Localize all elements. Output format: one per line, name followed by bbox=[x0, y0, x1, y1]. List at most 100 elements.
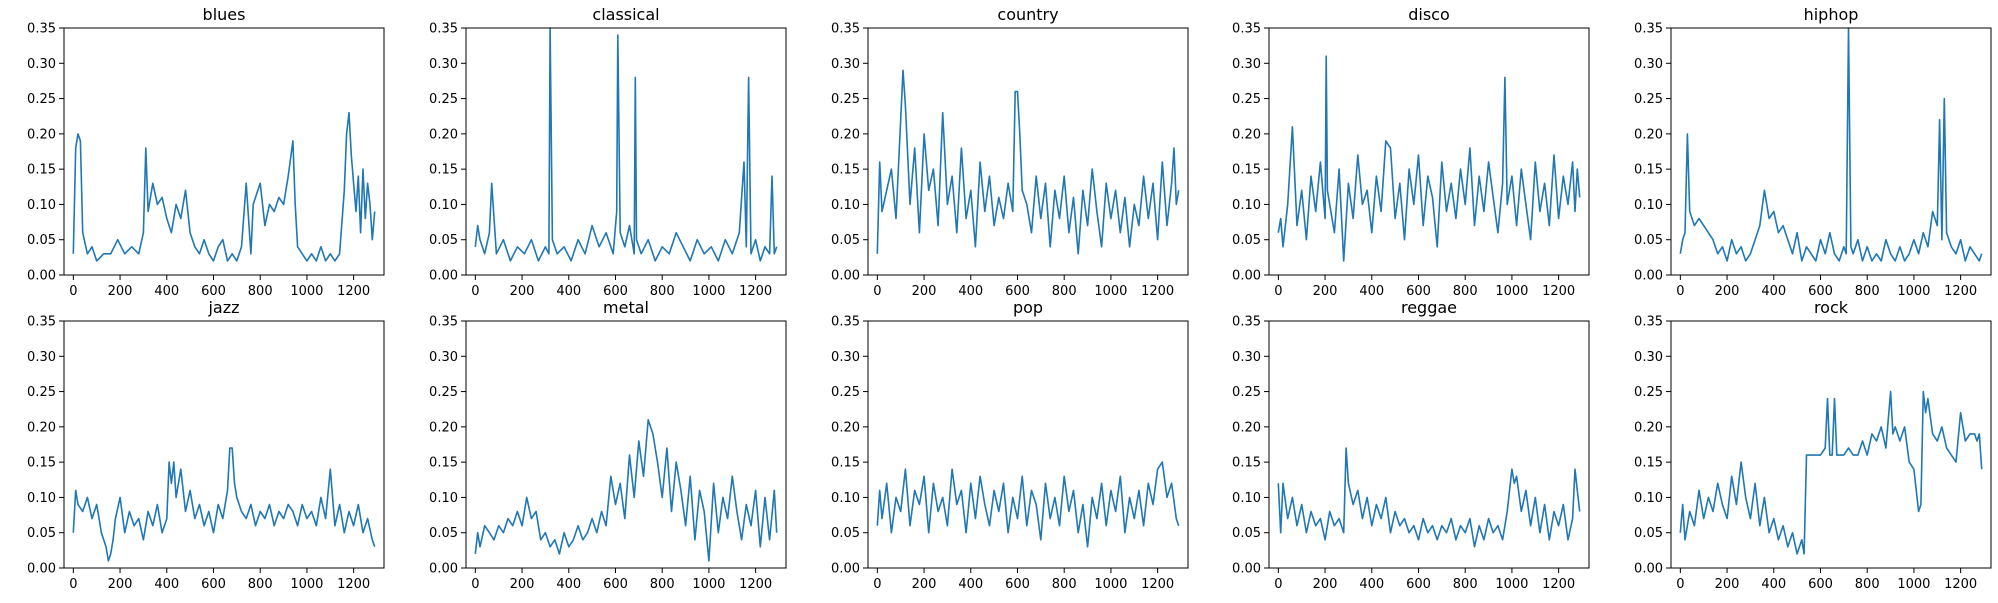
y-tick-label: 0.05 bbox=[1232, 526, 1261, 541]
y-tick-label: 0.15 bbox=[1232, 456, 1261, 471]
x-tick-label: 200 bbox=[1313, 284, 1338, 299]
y-tick-label: 0.10 bbox=[1634, 491, 1663, 506]
subplot-title: disco bbox=[1408, 5, 1450, 24]
y-tick-label: 0.30 bbox=[831, 57, 860, 72]
axes-frame bbox=[1268, 320, 1590, 569]
x-tick-label: 200 bbox=[510, 284, 535, 299]
x-tick-label: 1000 bbox=[1094, 577, 1127, 592]
x-tick-label: 0 bbox=[873, 577, 881, 592]
x-tick-label: 400 bbox=[556, 577, 581, 592]
y-tick-label: 0.20 bbox=[831, 420, 860, 435]
x-tick-label: 800 bbox=[248, 284, 273, 299]
y-tick-label: 0.20 bbox=[1232, 420, 1261, 435]
x-tick-label: 400 bbox=[1761, 577, 1786, 592]
x-tick-label: 600 bbox=[201, 577, 226, 592]
x-tick-label: 0 bbox=[69, 284, 77, 299]
y-tick-label: 0.00 bbox=[1634, 269, 1663, 284]
axes-frame bbox=[63, 320, 385, 569]
x-tick-label: 200 bbox=[912, 284, 937, 299]
y-tick-label: 0.30 bbox=[1232, 57, 1261, 72]
axes-frame bbox=[1268, 27, 1590, 276]
y-tick-label: 0.25 bbox=[429, 385, 458, 400]
y-tick-label: 0.15 bbox=[831, 163, 860, 178]
x-tick-label: 400 bbox=[556, 284, 581, 299]
subplot-title: blues bbox=[203, 5, 246, 24]
y-tick-label: 0.35 bbox=[1232, 315, 1261, 330]
subplot-title: metal bbox=[603, 298, 649, 317]
x-tick-label: 800 bbox=[1052, 577, 1077, 592]
x-tick-label: 400 bbox=[1359, 284, 1384, 299]
x-tick-label: 1200 bbox=[1542, 284, 1575, 299]
x-tick-label: 200 bbox=[1715, 577, 1740, 592]
y-tick-label: 0.05 bbox=[429, 526, 458, 541]
subplot-rock: rock 0 200 400 600 800 1000 1200 0.00 0.05 0.10 0.1… bbox=[1634, 298, 1992, 592]
x-tick-label: 200 bbox=[108, 284, 133, 299]
x-tick-label: 600 bbox=[1808, 284, 1833, 299]
y-tick-label: 0.05 bbox=[27, 233, 56, 248]
y-tick-label: 0.20 bbox=[429, 420, 458, 435]
y-tick-label: 0.00 bbox=[429, 562, 458, 577]
y-tick-label: 0.00 bbox=[429, 269, 458, 284]
y-tick-label: 0.05 bbox=[429, 233, 458, 248]
x-tick-label: 400 bbox=[1761, 284, 1786, 299]
axes-frame bbox=[1670, 27, 1992, 276]
y-tick-label: 0.15 bbox=[429, 456, 458, 471]
y-tick-label: 0.35 bbox=[1634, 22, 1663, 37]
x-tick-label: 800 bbox=[650, 577, 675, 592]
x-tick-label: 1000 bbox=[1495, 284, 1528, 299]
x-tick-label: 1200 bbox=[739, 577, 772, 592]
y-tick-label: 0.30 bbox=[1634, 350, 1663, 365]
x-tick-label: 200 bbox=[1313, 577, 1338, 592]
y-tick-label: 0.30 bbox=[27, 350, 56, 365]
subplot-jazz: jazz 0 200 400 600 800 1000 1200 0.00 0.05 0.10 0.1… bbox=[27, 298, 385, 592]
y-tick-label: 0.25 bbox=[429, 92, 458, 107]
x-tick-label: 800 bbox=[650, 284, 675, 299]
y-tick-label: 0.10 bbox=[1232, 491, 1261, 506]
x-tick-label: 0 bbox=[1274, 284, 1282, 299]
series-line bbox=[1277, 55, 1581, 262]
subplot-disco: disco 0 200 400 600 800 1000 1200 0.00 0.05 0.10 0.… bbox=[1232, 5, 1590, 299]
x-tick-label: 800 bbox=[248, 577, 273, 592]
series-line bbox=[1679, 390, 1983, 555]
x-tick-label: 1000 bbox=[290, 577, 323, 592]
y-tick-label: 0.35 bbox=[1232, 22, 1261, 37]
x-tick-label: 1200 bbox=[739, 284, 772, 299]
subplot-blues: blues 0 200 400 600 800 1000 1200 0.00 0.05 0.10 0.… bbox=[27, 5, 385, 299]
x-tick-label: 200 bbox=[912, 577, 937, 592]
x-tick-label: 1000 bbox=[1094, 284, 1127, 299]
y-tick-label: 0.10 bbox=[27, 491, 56, 506]
axes-frame bbox=[1670, 320, 1992, 569]
y-tick-label: 0.25 bbox=[1634, 92, 1663, 107]
y-tick-label: 0.10 bbox=[429, 198, 458, 213]
subplot-title: classical bbox=[592, 5, 659, 24]
y-tick-label: 0.15 bbox=[1634, 163, 1663, 178]
y-tick-label: 0.00 bbox=[1232, 269, 1261, 284]
x-tick-label: 800 bbox=[1052, 284, 1077, 299]
subplot-metal: metal 0 200 400 600 800 1000 1200 0.00 0.05 0.10 0.… bbox=[429, 298, 787, 592]
subplot-title: country bbox=[997, 5, 1058, 24]
x-tick-label: 600 bbox=[201, 284, 226, 299]
y-tick-label: 0.35 bbox=[1634, 315, 1663, 330]
x-tick-label: 1200 bbox=[1944, 284, 1977, 299]
x-tick-label: 1200 bbox=[1944, 577, 1977, 592]
y-tick-label: 0.35 bbox=[831, 22, 860, 37]
x-tick-label: 1000 bbox=[1897, 284, 1930, 299]
x-tick-label: 0 bbox=[69, 577, 77, 592]
y-tick-label: 0.30 bbox=[429, 57, 458, 72]
x-tick-label: 800 bbox=[1453, 284, 1478, 299]
y-tick-label: 0.20 bbox=[1634, 420, 1663, 435]
y-tick-label: 0.10 bbox=[1232, 198, 1261, 213]
y-tick-label: 0.10 bbox=[1634, 198, 1663, 213]
x-tick-label: 800 bbox=[1453, 577, 1478, 592]
y-tick-label: 0.05 bbox=[831, 526, 860, 541]
y-tick-label: 0.15 bbox=[831, 456, 860, 471]
subplot-title: pop bbox=[1013, 298, 1043, 317]
y-tick-label: 0.15 bbox=[429, 163, 458, 178]
y-tick-label: 0.15 bbox=[1232, 163, 1261, 178]
y-tick-label: 0.20 bbox=[1634, 127, 1663, 142]
y-tick-label: 0.25 bbox=[27, 385, 56, 400]
y-tick-label: 0.00 bbox=[831, 269, 860, 284]
x-tick-label: 1000 bbox=[1897, 577, 1930, 592]
y-tick-label: 0.00 bbox=[1232, 562, 1261, 577]
